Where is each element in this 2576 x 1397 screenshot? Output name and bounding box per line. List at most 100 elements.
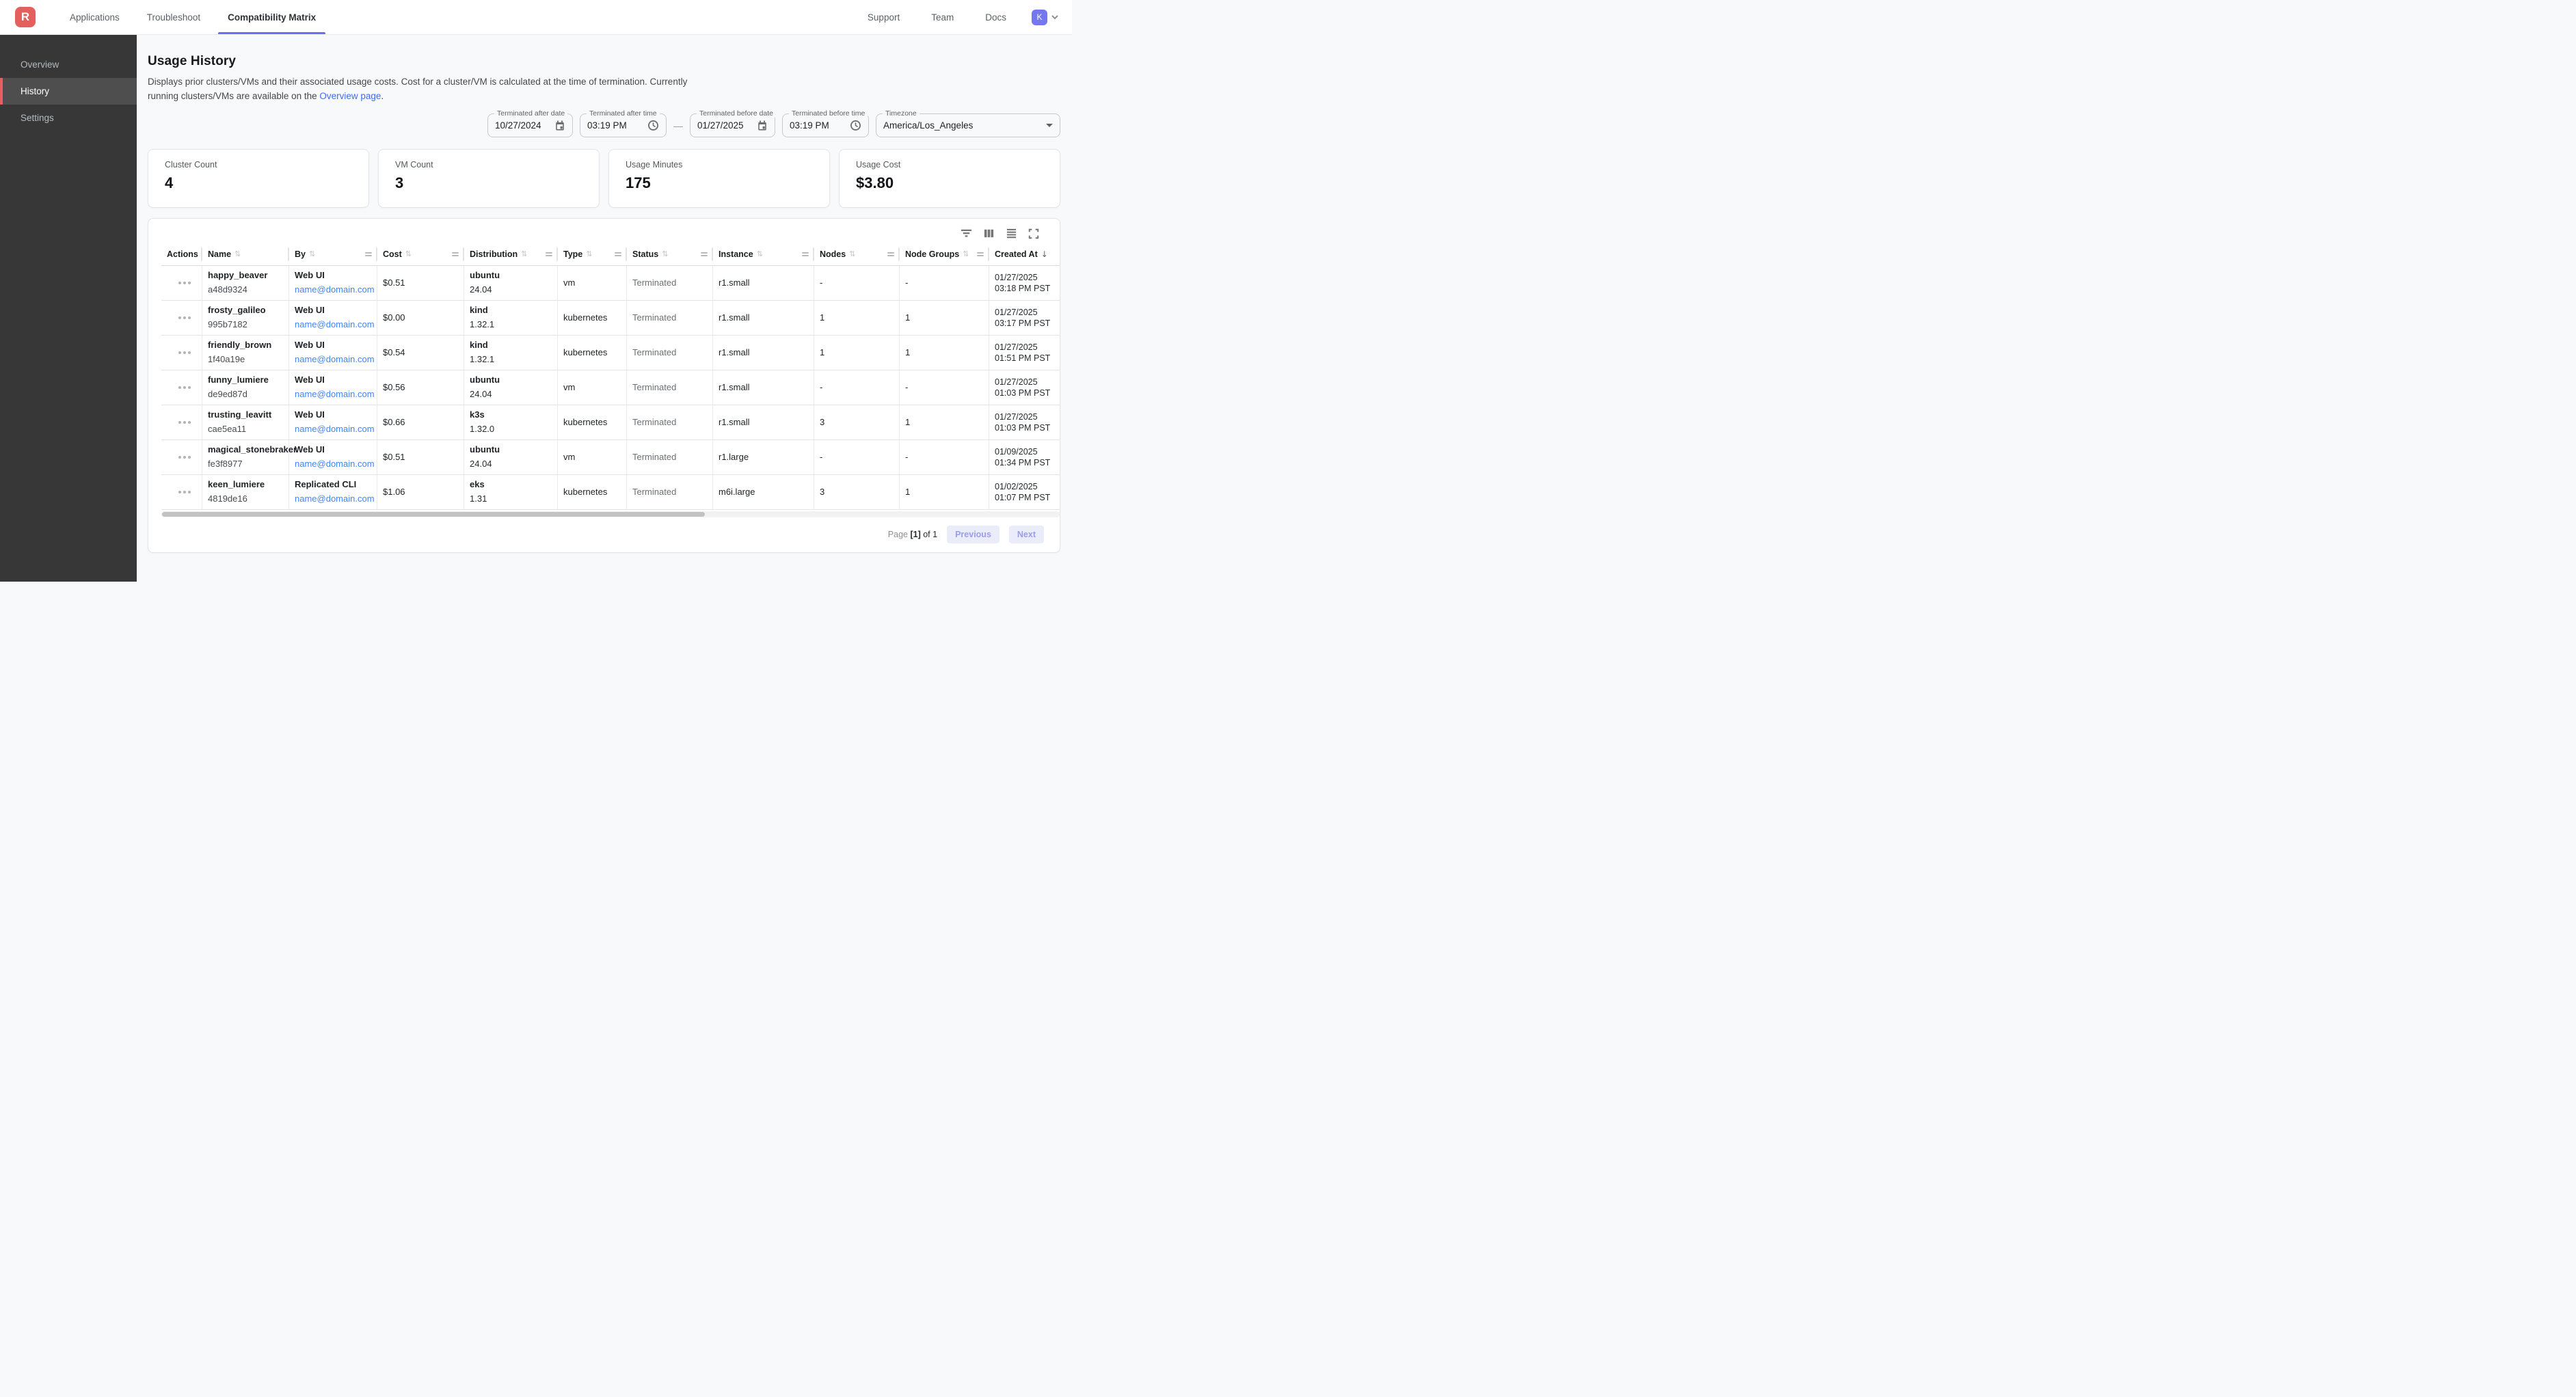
row-actions-menu-icon[interactable]	[176, 453, 193, 461]
column-menu-icon[interactable]	[887, 252, 894, 256]
name-cell: funny_lumiere de9ed87d	[202, 370, 289, 405]
row-actions-menu-icon[interactable]	[176, 349, 193, 357]
instance-cell: r1.large	[713, 439, 814, 474]
calendar-icon[interactable]	[757, 120, 768, 131]
created-by-email-link[interactable]: name@domain.com	[295, 319, 375, 330]
previous-page-button[interactable]: Previous	[947, 525, 999, 543]
next-page-button[interactable]: Next	[1008, 525, 1044, 543]
nav-compatibility-matrix[interactable]: Compatibility Matrix	[218, 0, 326, 34]
cluster-name: frosty_galileo	[208, 305, 266, 316]
sort-icon[interactable]: ⇅	[849, 249, 856, 259]
clock-icon[interactable]	[647, 120, 659, 131]
columns-icon[interactable]	[983, 228, 995, 239]
col-name[interactable]: Name ⇅	[202, 243, 289, 265]
node-groups-cell: -	[900, 265, 989, 300]
sort-icon[interactable]: ⇅	[405, 249, 412, 259]
created-by-email-link[interactable]: name@domain.com	[295, 424, 375, 435]
col-status[interactable]: Status ⇅	[627, 243, 713, 265]
col-nodes[interactable]: Nodes ⇅	[814, 243, 900, 265]
col-distribution[interactable]: Distribution ⇅	[464, 243, 558, 265]
distribution-version: 24.04	[470, 459, 492, 470]
created-by-email-link[interactable]: name@domain.com	[295, 459, 375, 470]
overview-page-link[interactable]: Overview page	[319, 90, 381, 101]
col-node-groups[interactable]: Node Groups ⇅	[900, 243, 989, 265]
sidebar-item-overview[interactable]: Overview	[21, 59, 59, 70]
fullscreen-icon[interactable]	[1028, 228, 1039, 239]
page-indicator: Page [1] of 1	[887, 529, 938, 539]
cluster-name: friendly_brown	[208, 340, 272, 351]
sort-icon[interactable]: ⇅	[308, 249, 316, 259]
sort-icon[interactable]: ⇅	[586, 249, 593, 259]
field-label: Timezone	[883, 109, 920, 118]
stat-label: VM Count	[395, 159, 433, 169]
col-instance[interactable]: Instance ⇅	[713, 243, 814, 265]
nav-troubleshoot[interactable]: Troubleshoot	[146, 12, 201, 23]
terminated-after-date-field[interactable]: Terminated after date 10/27/2024	[487, 109, 573, 138]
timezone-select[interactable]: Timezone America/Los_Angeles	[876, 109, 1060, 138]
table-row: magical_stonebraker fe3f8977 Web UI name…	[161, 439, 1060, 475]
cost-cell: $0.56	[377, 370, 464, 405]
actions-cell	[161, 405, 202, 439]
nodes-cell: -	[814, 370, 900, 405]
column-menu-icon[interactable]	[452, 252, 459, 256]
nav-support[interactable]: Support	[867, 12, 900, 23]
nav-team[interactable]: Team	[931, 12, 954, 23]
filter-icon[interactable]	[961, 228, 972, 239]
stat-value: 3	[395, 174, 404, 191]
actions-cell	[161, 370, 202, 405]
cluster-id: de9ed87d	[208, 389, 247, 400]
density-icon[interactable]	[1006, 228, 1017, 239]
row-actions-menu-icon[interactable]	[176, 418, 193, 426]
horizontal-scrollbar	[161, 511, 1060, 517]
terminated-before-date-field[interactable]: Terminated before date 01/27/2025	[690, 109, 776, 138]
column-menu-icon[interactable]	[546, 252, 552, 256]
nav-docs[interactable]: Docs	[985, 12, 1006, 23]
sort-icon[interactable]: ⇅	[234, 249, 241, 259]
sidebar-item-history[interactable]: History	[0, 78, 137, 105]
col-cost[interactable]: Cost ⇅	[377, 243, 464, 265]
name-cell: trusting_leavitt cae5ea11	[202, 405, 289, 439]
sort-icon[interactable]: ⇅	[662, 249, 669, 259]
calendar-icon[interactable]	[554, 120, 565, 131]
nav-applications[interactable]: Applications	[70, 12, 120, 23]
distribution-cell: eks 1.31	[464, 474, 558, 509]
cost-cell: $0.54	[377, 335, 464, 370]
column-menu-icon[interactable]	[365, 252, 372, 256]
row-actions-menu-icon[interactable]	[176, 314, 193, 322]
created-by-email-link[interactable]: name@domain.com	[295, 284, 375, 295]
type-cell: kubernetes	[558, 335, 627, 370]
col-created-at[interactable]: Created At ↓	[995, 249, 1048, 259]
node-groups-cell: 1	[900, 474, 989, 509]
scrollbar-thumb[interactable]	[162, 511, 705, 517]
created-time: 01:34 PM PST	[995, 457, 1051, 467]
dropdown-caret-icon	[1046, 124, 1053, 128]
created-date: 01/27/2025	[995, 377, 1038, 387]
type-cell: vm	[558, 439, 627, 474]
col-type[interactable]: Type ⇅	[558, 243, 627, 265]
sort-icon[interactable]: ⇅	[756, 249, 763, 259]
terminated-before-time-field[interactable]: Terminated before time 03:19 PM	[782, 109, 869, 138]
column-menu-icon[interactable]	[701, 252, 708, 256]
row-actions-menu-icon[interactable]	[176, 488, 193, 496]
terminated-after-time-field[interactable]: Terminated after time 03:19 PM	[580, 109, 667, 138]
created-by-email-link[interactable]: name@domain.com	[295, 354, 375, 365]
created-by-email-link[interactable]: name@domain.com	[295, 389, 375, 400]
sidebar-item-settings[interactable]: Settings	[21, 113, 54, 123]
sort-icon[interactable]: ⇅	[521, 249, 528, 259]
replicated-logo[interactable]: R	[15, 7, 36, 27]
distribution-name: eks	[470, 479, 485, 490]
column-menu-icon[interactable]	[615, 252, 621, 256]
sort-icon[interactable]: ⇅	[963, 249, 969, 259]
created-by-email-link[interactable]: name@domain.com	[295, 493, 375, 504]
row-actions-menu-icon[interactable]	[176, 383, 193, 392]
account-menu-button[interactable]: K	[1032, 9, 1058, 25]
nodes-cell: 1	[814, 335, 900, 370]
column-menu-icon[interactable]	[977, 252, 984, 256]
sort-desc-icon[interactable]: ↓	[1041, 249, 1048, 259]
clock-icon[interactable]	[850, 120, 861, 131]
col-by[interactable]: By ⇅	[289, 243, 377, 265]
column-menu-icon[interactable]	[802, 252, 809, 256]
row-actions-menu-icon[interactable]	[176, 279, 193, 287]
col-actions: Actions	[161, 243, 202, 265]
status-cell: Terminated	[627, 265, 713, 300]
